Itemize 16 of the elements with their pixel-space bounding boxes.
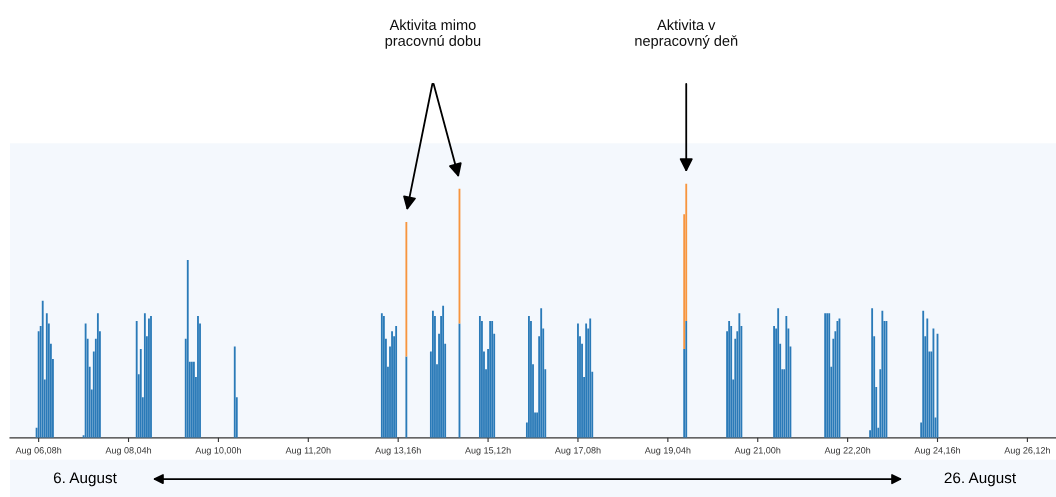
text: Aktivita mimo pracovnú dobu	[385, 19, 481, 49]
x-tick-label: Aug 08,04h	[105, 446, 152, 456]
x-tick-label: Aug 10,00h	[195, 446, 241, 456]
x-tick-label: Aug 06,08h	[15, 446, 62, 456]
x-tick-label: Aug 17,08h	[554, 446, 601, 456]
x-tick-label: Aug 19,04h	[644, 446, 691, 456]
text: Aktivita v nepracovný deň	[635, 19, 738, 49]
x-tick-label: Aug 13,16h	[375, 446, 421, 456]
x-tick-label: Aug 11,20h	[285, 446, 331, 456]
x-tick-label: Aug 15,12h	[465, 446, 511, 456]
x-tick-label: Aug 22,20h	[824, 446, 871, 456]
x-tick-label: Aug 26,12h	[1004, 446, 1050, 456]
x-tick-label: Aug 24,16h	[914, 446, 961, 456]
text: 6. August	[53, 472, 117, 487]
text: 26. August	[944, 472, 1016, 487]
x-tick-label: Aug 21,00h	[734, 446, 781, 456]
